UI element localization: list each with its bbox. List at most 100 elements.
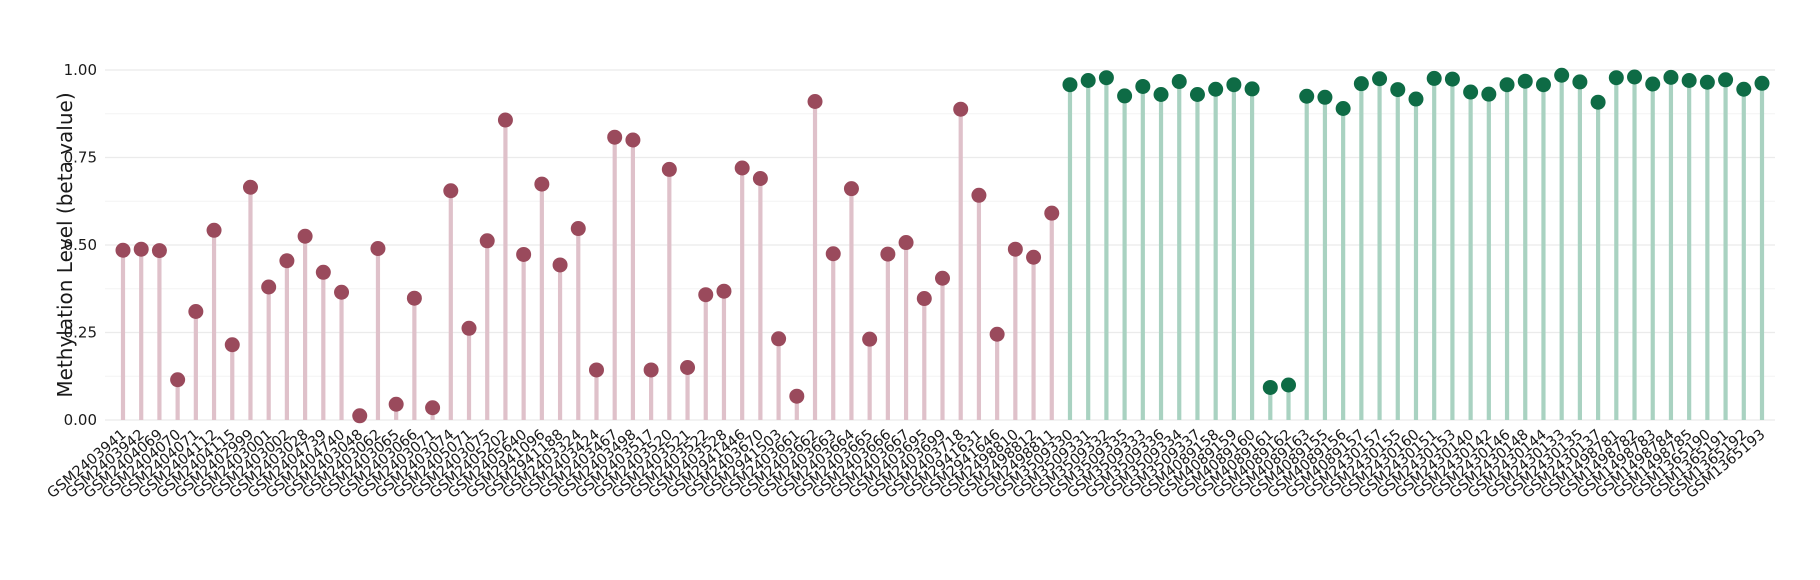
point-GSM2403521	[680, 360, 696, 375]
point-GSM3509335	[1117, 88, 1133, 104]
point-GSM2403664	[843, 181, 859, 197]
point-GSM2405640	[516, 246, 532, 262]
point-GSM1365190	[1699, 74, 1715, 90]
point-GSM2941188	[552, 257, 568, 273]
point-GSM2430144	[1535, 77, 1551, 93]
point-GSM2403498	[625, 132, 641, 148]
lollipop-points	[115, 67, 1770, 424]
point-GSM2404739	[315, 264, 331, 280]
point-GSM2430137	[1590, 94, 1606, 110]
point-GSM2430151	[1426, 70, 1442, 86]
point-GSM2941631	[971, 187, 987, 203]
point-GSM2403074	[443, 183, 459, 199]
point-GSM2403699	[935, 270, 950, 286]
point-GSM2941096	[534, 176, 550, 192]
point-GSM3509330	[1062, 77, 1078, 93]
point-GSM2403065	[388, 396, 404, 412]
point-GSM2403424	[588, 362, 604, 378]
point-GSM3509334	[1171, 74, 1187, 90]
point-GSM2403324	[570, 221, 586, 237]
point-GSM4089161	[1262, 379, 1278, 395]
point-GSM4089159	[1226, 77, 1242, 93]
point-GSM3509333	[1135, 78, 1151, 94]
point-GSM2403071	[425, 400, 441, 416]
point-GSM2403517	[643, 362, 659, 378]
point-GSM1498781	[1608, 70, 1624, 86]
point-GSM2430146	[1499, 77, 1515, 93]
point-GSM3509332	[1098, 70, 1114, 86]
point-GSM2403695	[916, 291, 932, 307]
point-GSM4089163	[1299, 88, 1315, 104]
point-GSM2403670	[752, 171, 768, 186]
point-GSM2403062	[370, 241, 386, 256]
point-GSM2403662	[807, 94, 823, 109]
point-GSM2402999	[242, 179, 258, 195]
point-GSM2498811	[1044, 205, 1060, 221]
point-GSM2403467	[607, 129, 623, 145]
point-GSM4089157	[1353, 76, 1369, 92]
point-GSM1365193	[1754, 75, 1770, 91]
point-GSM1365191	[1718, 72, 1734, 88]
point-GSM2403661	[789, 388, 805, 404]
y-tick-label-1: 0.25	[64, 324, 97, 342]
point-GSM3509331	[1080, 73, 1096, 88]
point-GSM2403665	[862, 331, 878, 347]
point-GSM2403667	[898, 235, 914, 251]
point-GSM2430153	[1444, 71, 1460, 87]
lollipop-stems	[120, 75, 1765, 420]
point-GSM2405202	[497, 112, 513, 128]
point-GSM2403528	[716, 283, 732, 299]
y-axis-ticks: 0.00 0.25 0.50 0.75 1.00	[64, 61, 97, 429]
point-GSM3509336	[1153, 87, 1169, 102]
point-GSM2430140	[1463, 84, 1479, 100]
point-GSM2403066	[406, 290, 422, 306]
point-GSM2430155	[1390, 82, 1406, 98]
point-GSM1498785	[1681, 73, 1697, 88]
point-GSM2498812	[1026, 249, 1042, 265]
x-axis-labels: GSM2403941GSM2403942GSM2404069GSM2404070…	[45, 427, 1769, 502]
point-GSM1498783	[1645, 76, 1661, 92]
point-GSM2403663	[825, 246, 841, 262]
point-GSM2403666	[880, 246, 896, 262]
point-GSM2403075	[479, 233, 495, 249]
point-GSM2430148	[1517, 73, 1533, 89]
y-tick-label-2: 0.50	[64, 236, 97, 254]
point-GSM2404070	[170, 372, 186, 388]
point-GSM2430135	[1572, 74, 1588, 90]
point-GSM2430133	[1554, 67, 1570, 83]
point-GSM2403942	[133, 241, 149, 257]
point-GSM2403941	[115, 242, 131, 258]
point-GSM1365192	[1736, 81, 1752, 97]
point-GSM4089162	[1281, 377, 1297, 393]
point-GSM4089160	[1244, 81, 1260, 97]
point-GSM1498782	[1627, 69, 1643, 85]
point-GSM2404071	[188, 304, 204, 319]
point-GSM2403002	[279, 253, 295, 269]
point-GSM2403048	[352, 408, 368, 424]
point-GSM2404115	[224, 337, 240, 353]
point-GSM2403028	[297, 228, 313, 244]
y-tick-label-0: 0.00	[64, 411, 97, 429]
point-GSM2498810	[1007, 241, 1023, 257]
point-GSM2430160	[1408, 91, 1424, 107]
y-tick-label-3: 0.75	[64, 149, 97, 167]
point-GSM4089156	[1335, 101, 1351, 116]
point-GSM2405071	[461, 320, 477, 336]
point-GSM2404740	[334, 284, 350, 300]
point-GSM2403520	[661, 161, 677, 177]
point-GSM2403718	[953, 101, 969, 117]
point-GSM2404112	[206, 222, 222, 238]
point-GSM2941503	[771, 331, 787, 347]
point-GSM2430157	[1372, 71, 1388, 87]
point-GSM4089158	[1208, 81, 1224, 97]
point-GSM2404069	[151, 243, 167, 259]
y-axis-title: Methylation Level (beta value)	[53, 92, 77, 397]
point-GSM4089155	[1317, 89, 1333, 105]
point-GSM2403522	[698, 287, 714, 303]
point-GSM2941646	[989, 326, 1005, 342]
point-GSM2430142	[1481, 86, 1497, 102]
y-tick-label-4: 1.00	[64, 61, 97, 79]
point-GSM2941446	[734, 160, 750, 176]
